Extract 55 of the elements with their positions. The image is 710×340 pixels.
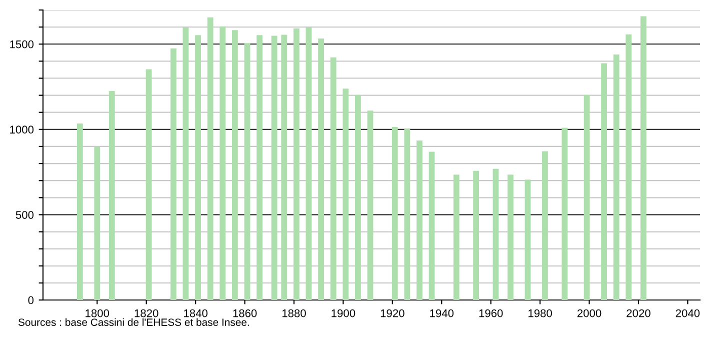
y-tick-label: 0 [28, 296, 34, 304]
bar [473, 170, 480, 300]
bar [318, 38, 324, 300]
bar [342, 88, 349, 300]
bar [584, 94, 590, 300]
bar [640, 16, 646, 300]
bar [293, 28, 300, 300]
x-tick-label: 1840 [184, 309, 208, 318]
x-tick-label: 1900 [332, 309, 356, 318]
bar [626, 34, 632, 300]
x-tick-label: 1820 [134, 309, 158, 318]
bar [562, 128, 568, 300]
bar [306, 27, 312, 300]
x-tick-label: 2040 [676, 309, 700, 318]
x-tick-label: 1880 [282, 309, 306, 318]
x-tick-label: 1860 [233, 309, 257, 318]
bar [508, 174, 514, 300]
bar [428, 152, 435, 300]
bar [404, 128, 410, 300]
bar [453, 174, 460, 300]
bar [416, 140, 422, 300]
bar [108, 91, 115, 300]
bar [367, 110, 374, 300]
x-tick-label: 1960 [479, 309, 503, 318]
x-tick-label: 1980 [528, 309, 552, 318]
bar [232, 30, 238, 300]
x-tick-label: 1800 [86, 309, 110, 318]
bar [613, 54, 620, 300]
bar [601, 63, 607, 300]
y-tick-label: 1500 [10, 40, 34, 48]
bar [542, 151, 548, 300]
bar [524, 180, 531, 300]
source-note: Sources : base Cassini de l'EHESS et base Insee. [18, 318, 249, 326]
bar [355, 94, 361, 300]
bar [195, 35, 201, 300]
bar [271, 36, 278, 300]
bar [256, 35, 262, 300]
bar [170, 48, 176, 300]
bar [244, 43, 250, 300]
bar [76, 123, 83, 300]
x-tick-label: 1920 [380, 309, 404, 318]
y-tick-label: 500 [16, 210, 34, 219]
y-tick-label: 1000 [10, 126, 34, 134]
bar [207, 17, 214, 300]
x-tick-label: 2000 [577, 309, 602, 318]
x-tick-label: 2020 [626, 309, 650, 318]
bar [492, 168, 499, 300]
bar [146, 69, 152, 300]
bar [182, 27, 189, 300]
x-tick-label: 1940 [430, 309, 454, 318]
bar [94, 146, 100, 300]
bar [330, 57, 336, 300]
bar [392, 127, 398, 300]
bar [281, 34, 288, 300]
bar [220, 26, 226, 300]
